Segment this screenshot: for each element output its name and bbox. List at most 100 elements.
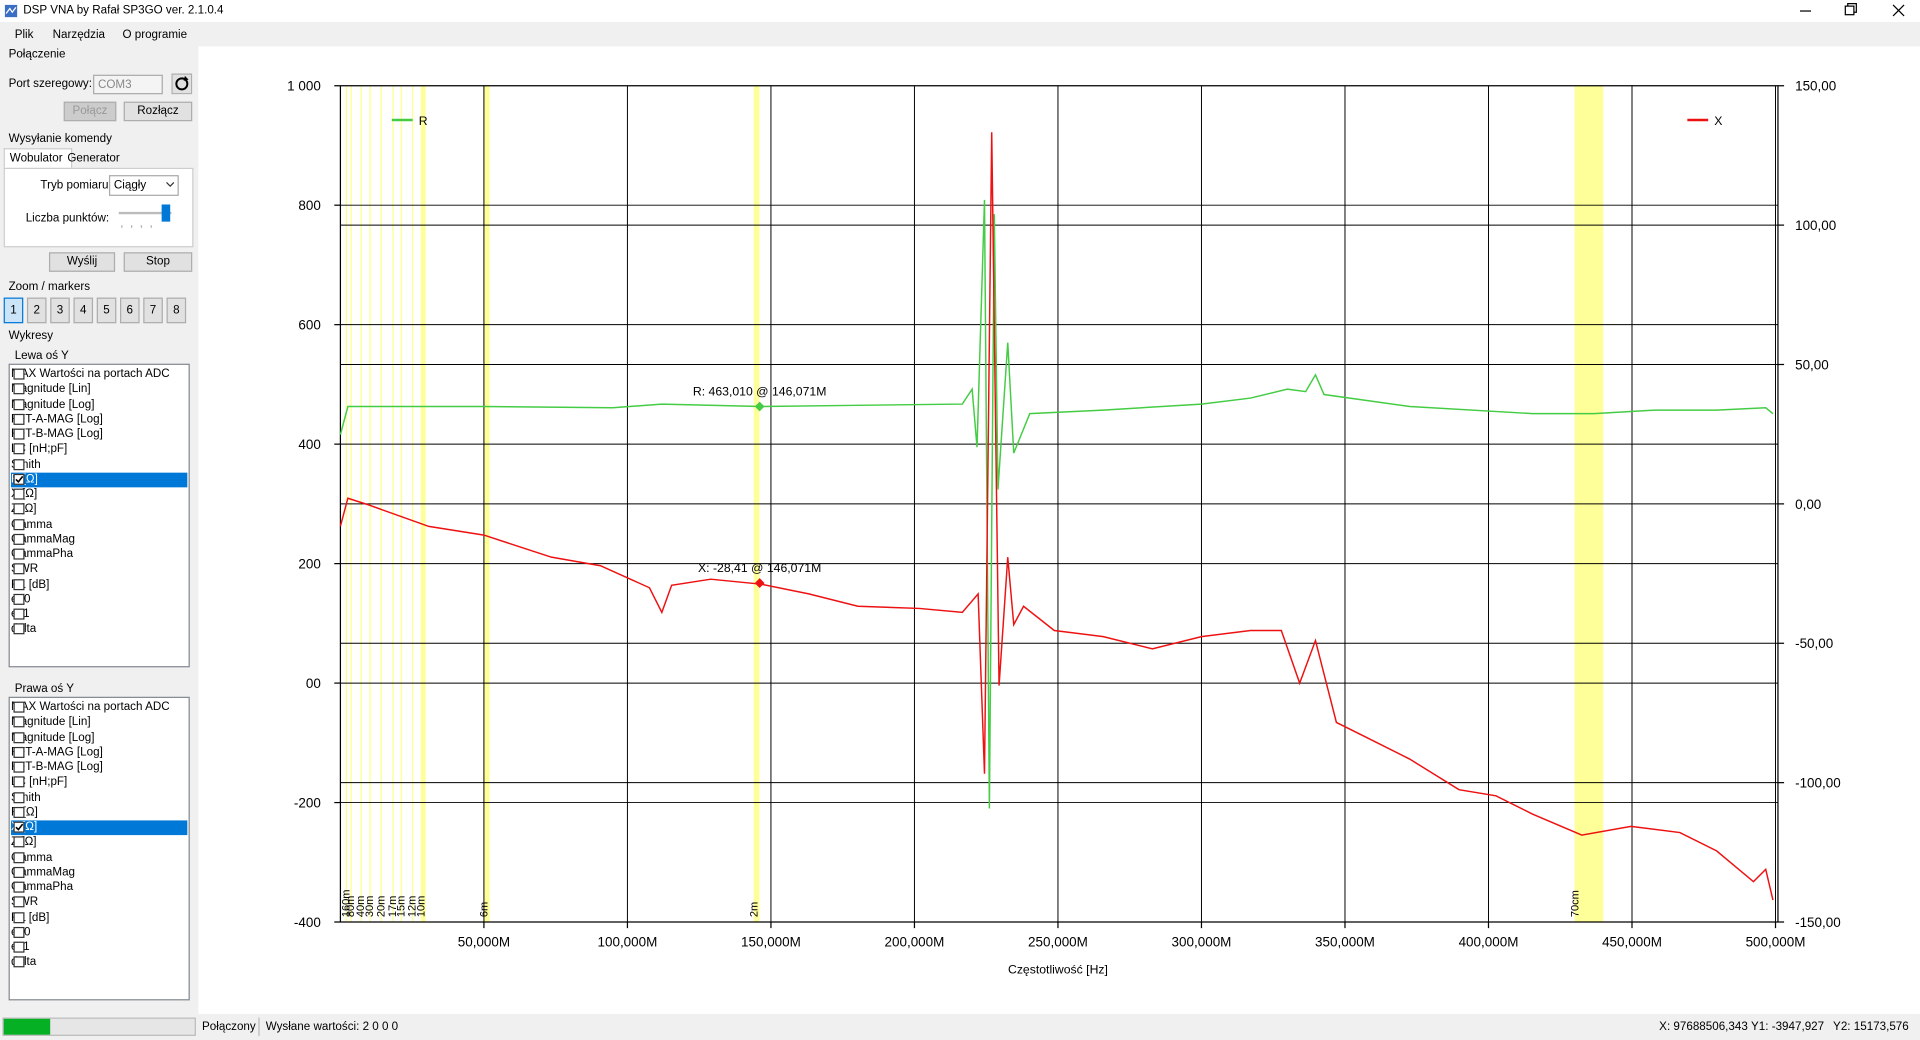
checkbox[interactable] xyxy=(13,701,25,713)
tab[interactable]: Generator xyxy=(67,151,120,166)
checkbox[interactable] xyxy=(13,413,25,425)
checkbox-item[interactable]: Magnitude [Log] xyxy=(11,730,187,745)
checkbox[interactable] xyxy=(13,608,25,620)
checkbox[interactable] xyxy=(13,716,25,728)
checkbox[interactable] xyxy=(13,503,25,515)
checkbox[interactable] xyxy=(13,578,25,590)
checkbox[interactable] xyxy=(13,518,25,530)
checkbox[interactable] xyxy=(13,488,25,500)
checkbox[interactable] xyxy=(13,428,25,440)
zoom-button[interactable]: 2 xyxy=(26,297,47,324)
checkbox[interactable] xyxy=(13,941,25,953)
checkbox[interactable] xyxy=(13,866,25,878)
checkbox[interactable] xyxy=(13,776,25,788)
checkbox-item[interactable]: Z [Ω] xyxy=(11,835,187,850)
zoom-button[interactable]: 8 xyxy=(166,297,187,324)
checkbox[interactable] xyxy=(13,473,25,485)
checkbox-label: Smith xyxy=(11,790,41,804)
checkbox[interactable] xyxy=(13,533,25,545)
checkbox-item[interactable]: R [Ω] xyxy=(11,472,188,488)
checkbox-item[interactable]: LC [nH;pF] xyxy=(11,442,187,457)
checkbox[interactable] xyxy=(13,956,25,968)
checkbox-item[interactable]: R [Ω] xyxy=(11,805,187,820)
checkbox[interactable] xyxy=(13,881,25,893)
checkbox-item[interactable]: MAX Wartości na portach ADC xyxy=(11,700,187,715)
checkbox-item[interactable]: Magnitude [Log] xyxy=(11,397,187,412)
checkbox-item[interactable]: e00 xyxy=(11,592,187,607)
checkbox-item[interactable]: FFT-A-MAG [Log] xyxy=(11,745,187,760)
checkbox[interactable] xyxy=(13,896,25,908)
checkbox-item[interactable]: MAX Wartości na portach ADC xyxy=(11,367,187,382)
checkbox-item[interactable]: Magnitude [Lin] xyxy=(11,382,187,397)
checkbox-item[interactable]: SWR xyxy=(11,895,187,910)
checkbox[interactable] xyxy=(13,806,25,818)
connect-button[interactable]: Połącz xyxy=(63,101,117,122)
checkbox-item[interactable]: SWR xyxy=(11,562,187,577)
tab-active[interactable]: Wobulator xyxy=(3,148,73,169)
menu-item[interactable]: O programie xyxy=(122,28,188,42)
checkbox[interactable] xyxy=(13,368,25,380)
checkbox-label: e11 xyxy=(11,607,187,622)
checkbox[interactable] xyxy=(13,548,25,560)
group-title: Wykresy xyxy=(8,329,54,343)
checkbox-item[interactable]: delta xyxy=(11,622,187,637)
checkbox-item[interactable]: X [Ω] xyxy=(11,487,187,502)
checkbox[interactable] xyxy=(13,443,25,455)
checkbox[interactable] xyxy=(13,821,25,833)
checkbox-item[interactable]: FFT-B-MAG [Log] xyxy=(11,760,187,775)
checkbox-item[interactable]: RL [dB] xyxy=(11,910,187,925)
refresh-button[interactable] xyxy=(171,73,193,95)
checkbox-item[interactable]: GammaPha xyxy=(11,547,187,562)
checkbox-item[interactable]: GammaMag xyxy=(11,532,187,547)
checkbox-item[interactable]: delta xyxy=(11,955,187,970)
checkbox-item[interactable]: e11 xyxy=(11,607,187,622)
disconnect-button[interactable]: Rozłącz xyxy=(123,101,193,122)
send-button[interactable]: Wyślij xyxy=(48,252,116,272)
checkbox[interactable] xyxy=(13,791,25,803)
y-tick-label: 400 xyxy=(298,437,320,452)
checkbox-item[interactable]: Gamma xyxy=(11,850,187,865)
checkbox-item[interactable]: FFT-B-MAG [Log] xyxy=(11,427,187,442)
checkbox-item[interactable]: FFT-A-MAG [Log] xyxy=(11,412,187,427)
checkbox-item[interactable]: GammaMag xyxy=(11,865,187,880)
zoom-button[interactable]: 3 xyxy=(50,297,70,324)
checkbox-item[interactable]: e11 xyxy=(11,940,187,955)
checkbox[interactable] xyxy=(13,623,25,635)
checkbox-item[interactable]: X [Ω] xyxy=(11,820,188,836)
stop-button[interactable]: Stop xyxy=(123,252,193,272)
zoom-button[interactable]: 5 xyxy=(96,297,117,324)
checkbox[interactable] xyxy=(13,746,25,758)
menu-item[interactable]: Narzędzia xyxy=(52,28,106,42)
checkbox[interactable] xyxy=(13,731,25,743)
zoom-button[interactable]: 7 xyxy=(143,297,163,324)
zoom-button[interactable]: 4 xyxy=(73,297,94,324)
band-label: 20m xyxy=(375,896,387,917)
checkbox-item[interactable]: Magnitude [Lin] xyxy=(11,715,187,730)
checkbox[interactable] xyxy=(13,926,25,938)
checkbox[interactable] xyxy=(13,563,25,575)
checkbox[interactable] xyxy=(13,458,25,470)
checkbox-item[interactable]: RL [dB] xyxy=(11,577,187,592)
checkbox[interactable] xyxy=(13,761,25,773)
checkbox-item[interactable]: Z [Ω] xyxy=(11,502,187,517)
checkbox-item[interactable]: GammaPha xyxy=(11,880,187,895)
zoom-button[interactable]: 6 xyxy=(120,297,140,324)
checkbox-item[interactable]: Smith xyxy=(11,457,187,472)
checkbox-item[interactable]: e00 xyxy=(11,925,187,940)
checkbox-item[interactable]: Gamma xyxy=(11,517,187,532)
checkbox[interactable] xyxy=(13,398,25,410)
checkbox[interactable] xyxy=(13,383,25,395)
checkbox[interactable] xyxy=(13,593,25,605)
menu-item[interactable]: Plik xyxy=(14,28,34,42)
port-combo[interactable]: COM3 xyxy=(93,74,163,95)
points-slider[interactable] xyxy=(116,203,177,230)
mode-combo[interactable]: Ciągły xyxy=(108,175,179,196)
zoom-button[interactable]: 1 xyxy=(3,297,24,324)
window-controls[interactable] xyxy=(1776,0,1920,22)
checkbox-label: GammaPha xyxy=(11,880,74,894)
checkbox[interactable] xyxy=(13,836,25,848)
checkbox[interactable] xyxy=(13,851,25,863)
checkbox[interactable] xyxy=(13,911,25,923)
checkbox-item[interactable]: LC [nH;pF] xyxy=(11,775,187,790)
checkbox-item[interactable]: Smith xyxy=(11,790,187,805)
